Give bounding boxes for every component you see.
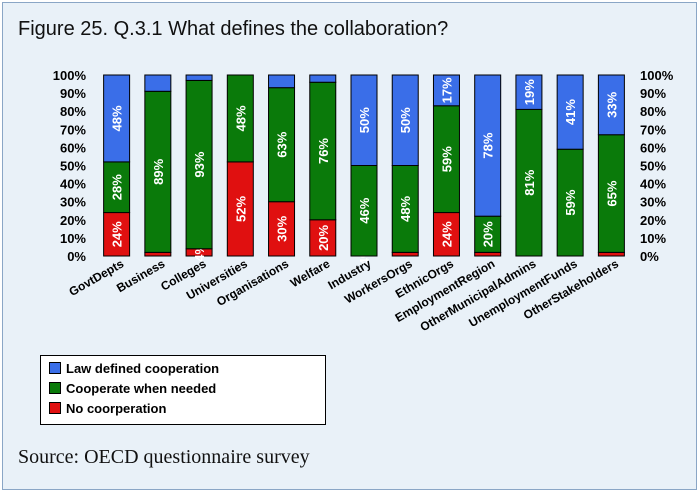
legend-label-law: Law defined cooperation (66, 360, 220, 376)
bar-segment (103, 161, 131, 214)
bar-segment (185, 79, 213, 250)
y-tick-left: 90% (60, 86, 86, 101)
data-label: 17% (439, 77, 454, 103)
bar-segment (268, 74, 296, 89)
data-label: 48% (398, 195, 413, 221)
legend-label-none: No coorperation (66, 400, 167, 416)
data-label: 50% (398, 107, 413, 133)
data-label: 20% (316, 224, 331, 250)
y-tick-right: 40% (640, 177, 666, 192)
bar-segment (391, 74, 419, 166)
data-label: 30% (275, 215, 290, 241)
bar-segment (309, 81, 337, 221)
bar-segment (350, 74, 378, 166)
y-tick-left: 60% (60, 140, 86, 155)
y-tick-left: 0% (67, 249, 86, 264)
data-label: 41% (563, 99, 578, 125)
bar-segment (226, 161, 254, 257)
source-note: Source: OECD questionnaire survey (18, 446, 310, 468)
y-tick-right: 60% (640, 140, 666, 155)
figure-number: Figure 25. Q.3.1 (18, 18, 163, 40)
y-tick-left: 30% (60, 195, 86, 210)
data-label: 76% (316, 138, 331, 164)
y-tick-right: 30% (640, 195, 666, 210)
y-tick-right: 90% (640, 86, 666, 101)
x-tick-label: Organisations (214, 256, 291, 309)
data-label: 20% (481, 221, 496, 247)
legend-swatch-none (49, 402, 61, 414)
bar-segment (103, 212, 131, 257)
bar-segment (556, 74, 584, 150)
figure-question-bold: What defines the (168, 18, 319, 40)
x-tick-label: Welfare (288, 256, 333, 290)
chart-legend: Law defined cooperation Cooperate when n… (40, 355, 326, 425)
data-label: 28% (110, 174, 125, 200)
legend-label-when-needed: Cooperate when needed (66, 380, 217, 396)
y-tick-right: 50% (640, 159, 666, 174)
y-tick-left: 50% (60, 159, 86, 174)
legend-item-none: No coorperation (49, 400, 166, 416)
data-label: 24% (110, 221, 125, 247)
data-label: 24% (439, 221, 454, 247)
data-label: 89% (151, 158, 166, 184)
bar-segment (103, 74, 131, 163)
bar-segment (309, 74, 337, 83)
bar-segment (144, 251, 172, 257)
data-label: 81% (522, 169, 537, 195)
data-label: 93% (192, 151, 207, 177)
data-label: 52% (233, 195, 248, 221)
bar-segment (432, 212, 460, 257)
data-label: 33% (604, 91, 619, 117)
y-tick-right: 20% (640, 213, 666, 228)
y-tick-left: 80% (60, 104, 86, 119)
legend-swatch-when-needed (49, 382, 61, 394)
data-label: 48% (110, 105, 125, 131)
data-label: 19% (522, 79, 537, 105)
legend-swatch-law (49, 362, 61, 374)
data-label: 59% (563, 189, 578, 215)
y-tick-right: 100% (640, 68, 674, 83)
bar-segment (391, 165, 419, 253)
figure-title: Figure 25. Q.3.1 What defines the collab… (18, 18, 448, 41)
y-tick-right: 0% (640, 249, 659, 264)
y-tick-left: 40% (60, 177, 86, 192)
bar-segment (432, 74, 460, 107)
data-label: 48% (233, 105, 248, 131)
bar-segment (515, 108, 543, 257)
bar-segment (474, 74, 502, 217)
y-tick-right: 80% (640, 104, 666, 119)
data-label: 63% (275, 131, 290, 157)
y-tick-right: 10% (640, 231, 666, 246)
bar-segment (597, 251, 625, 257)
bar-segment (597, 134, 625, 253)
data-label: 46% (357, 197, 372, 223)
legend-item-law: Law defined cooperation (49, 360, 219, 376)
data-label: 50% (357, 107, 372, 133)
y-tick-right: 70% (640, 122, 666, 137)
y-tick-left: 10% (60, 231, 86, 246)
bar-segment (474, 215, 502, 253)
y-tick-left: 20% (60, 213, 86, 228)
figure-question-rest: collaboration? (323, 18, 449, 40)
bar-segment (144, 74, 172, 92)
data-label: 78% (481, 132, 496, 158)
bar-segment (350, 165, 378, 257)
bar-segment (226, 74, 254, 163)
legend-item-when-needed: Cooperate when needed (49, 380, 216, 396)
bar-segment (474, 251, 502, 257)
data-label: 65% (604, 180, 619, 206)
y-tick-left: 100% (53, 68, 87, 83)
data-label: 59% (439, 146, 454, 172)
bar-segment (597, 74, 625, 136)
bar-segment (185, 74, 213, 81)
bar-segment (391, 251, 419, 257)
bar-segment (515, 74, 543, 110)
y-tick-left: 70% (60, 122, 86, 137)
